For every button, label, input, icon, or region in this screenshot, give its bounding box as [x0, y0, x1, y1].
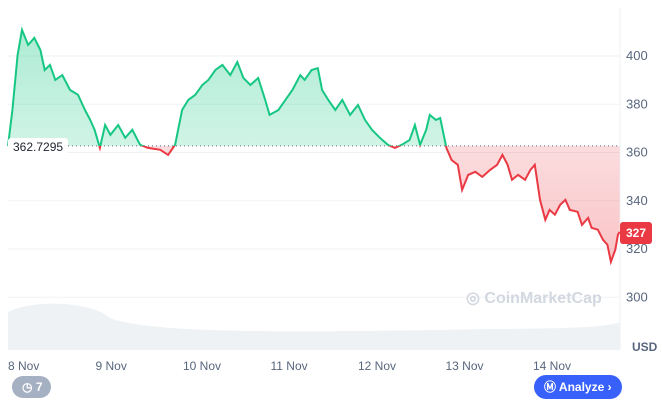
coinmarketcap-watermark: ◎ CoinMarketCap — [466, 290, 602, 307]
watermark-text: CoinMarketCap — [484, 290, 602, 307]
price-line-down — [7, 145, 621, 266]
history-button[interactable]: ◷ 7 — [12, 376, 51, 398]
area-fill-down — [8, 145, 620, 262]
y-tick-label: 320 — [626, 241, 648, 256]
y-tick-label: 380 — [626, 96, 648, 111]
x-tick-label: 8 Nov — [8, 359, 39, 373]
x-tick-label: 9 Nov — [96, 359, 127, 373]
analyze-icon: Ⓜ — [544, 380, 557, 394]
last-price-tag: 327 — [620, 222, 652, 244]
volume-area — [8, 303, 620, 350]
y-tick-label: 360 — [626, 145, 648, 160]
history-count: 7 — [35, 380, 43, 394]
currency-label: USD — [632, 340, 658, 354]
area-fill-up — [8, 29, 620, 146]
history-icon: ◷ — [22, 380, 33, 394]
y-tick-label: 340 — [626, 193, 648, 208]
analyze-label: Analyze — [558, 380, 605, 394]
y-tick-label: 300 — [626, 289, 648, 304]
x-tick-label: 12 Nov — [358, 359, 396, 373]
baseline-label: 362.7295 — [8, 138, 69, 156]
price-line-up — [7, 26, 448, 146]
analyze-button[interactable]: Ⓜ Analyze › — [534, 375, 622, 399]
x-tick-label: 13 Nov — [446, 359, 484, 373]
x-tick-label: 10 Nov — [183, 359, 221, 373]
y-tick-label: 400 — [626, 48, 648, 63]
x-tick-label: 14 Nov — [533, 359, 571, 373]
chevron-right-icon: › — [607, 380, 612, 394]
x-tick-label: 11 Nov — [271, 359, 308, 373]
